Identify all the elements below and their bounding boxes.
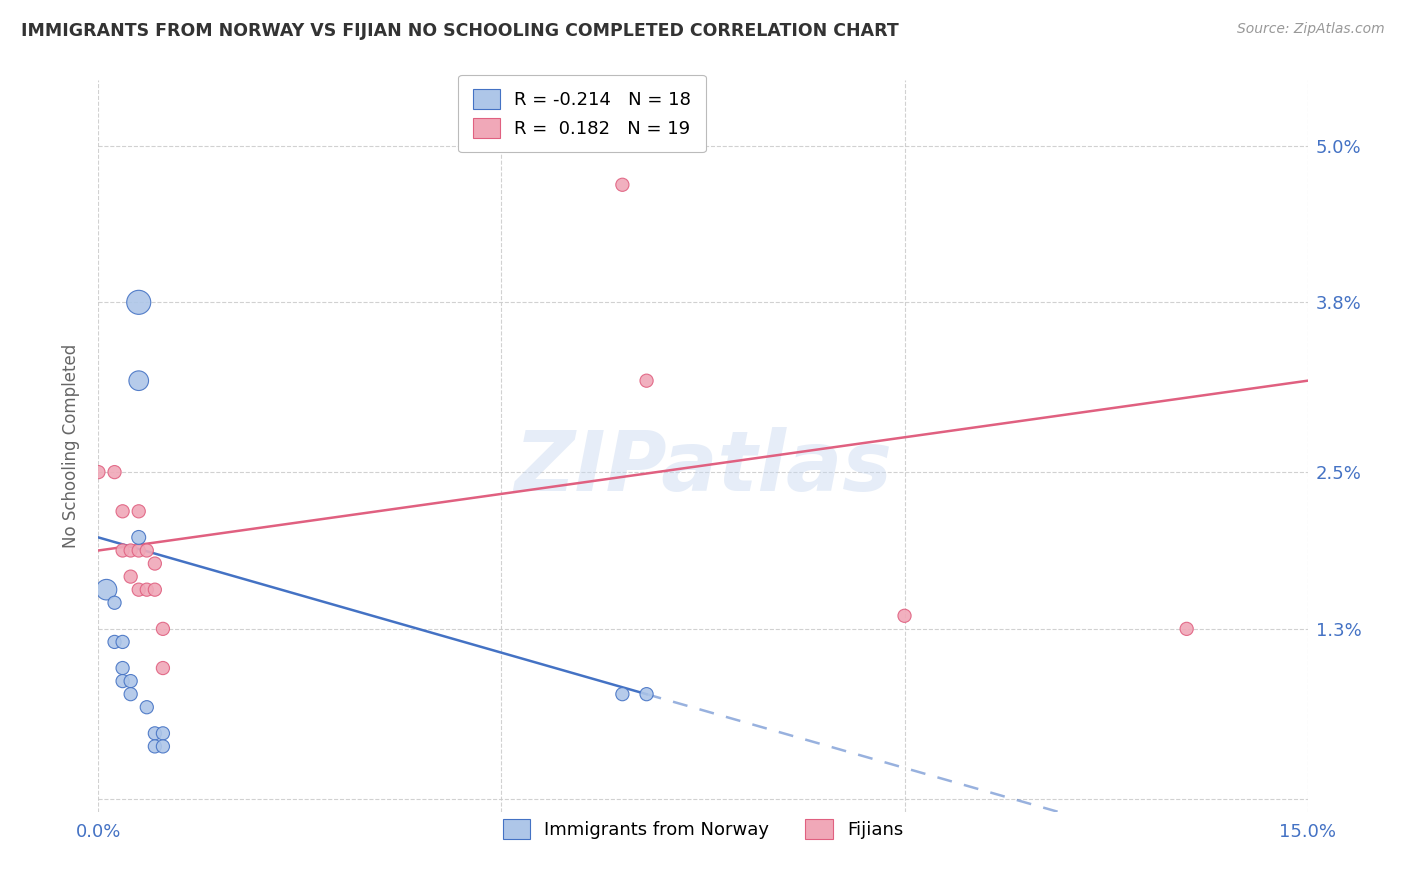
Point bbox=[103, 596, 125, 610]
Y-axis label: No Schooling Completed: No Schooling Completed bbox=[62, 344, 80, 548]
Point bbox=[128, 504, 150, 518]
Text: ZIPatlas: ZIPatlas bbox=[515, 427, 891, 508]
Point bbox=[152, 661, 174, 675]
Point bbox=[87, 465, 110, 479]
Point bbox=[1175, 622, 1198, 636]
Point bbox=[612, 178, 634, 192]
Point bbox=[128, 582, 150, 597]
Point bbox=[893, 608, 915, 623]
Point bbox=[135, 543, 157, 558]
Legend: Immigrants from Norway, Fijians: Immigrants from Norway, Fijians bbox=[495, 813, 911, 847]
Point bbox=[135, 582, 157, 597]
Text: Source: ZipAtlas.com: Source: ZipAtlas.com bbox=[1237, 22, 1385, 37]
Point bbox=[111, 543, 134, 558]
Point bbox=[128, 530, 150, 544]
Point bbox=[111, 674, 134, 689]
Point bbox=[103, 465, 125, 479]
Text: IMMIGRANTS FROM NORWAY VS FIJIAN NO SCHOOLING COMPLETED CORRELATION CHART: IMMIGRANTS FROM NORWAY VS FIJIAN NO SCHO… bbox=[21, 22, 898, 40]
Point bbox=[143, 739, 166, 754]
Point bbox=[111, 661, 134, 675]
Point bbox=[96, 582, 118, 597]
Point bbox=[135, 700, 157, 714]
Point bbox=[152, 622, 174, 636]
Point bbox=[143, 726, 166, 740]
Point bbox=[111, 504, 134, 518]
Point bbox=[143, 582, 166, 597]
Point bbox=[128, 543, 150, 558]
Point bbox=[111, 635, 134, 649]
Point bbox=[120, 674, 142, 689]
Point bbox=[636, 687, 658, 701]
Point bbox=[152, 739, 174, 754]
Point bbox=[612, 687, 634, 701]
Point bbox=[636, 374, 658, 388]
Point bbox=[152, 726, 174, 740]
Point bbox=[120, 543, 142, 558]
Point bbox=[120, 569, 142, 583]
Point bbox=[128, 374, 150, 388]
Point bbox=[143, 557, 166, 571]
Point bbox=[120, 687, 142, 701]
Point bbox=[103, 635, 125, 649]
Point bbox=[128, 295, 150, 310]
